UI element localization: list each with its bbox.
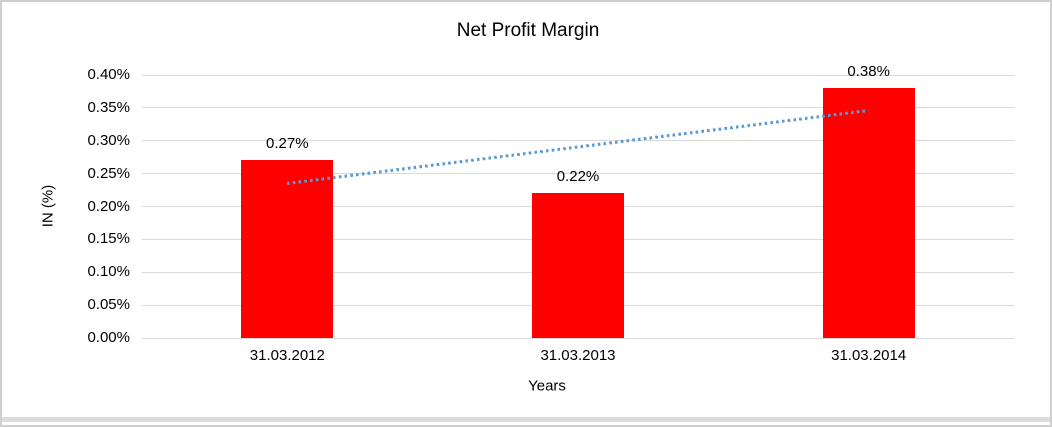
gridline xyxy=(142,74,1014,76)
y-tick-label: 0.20% xyxy=(87,197,130,215)
gridline xyxy=(142,107,1014,109)
y-tick-label: 0.15% xyxy=(87,230,130,248)
y-tick-label: 0.00% xyxy=(87,329,130,346)
bar-data-label: 0.22% xyxy=(556,168,600,186)
y-axis-title: IN (%) xyxy=(39,184,57,228)
x-tick-label: 31.03.2012 xyxy=(249,347,325,364)
x-axis-title: Years xyxy=(528,377,566,395)
bar-data-label: 0.38% xyxy=(847,63,890,81)
chart-title: Net Profit Margin xyxy=(456,20,600,41)
gridline xyxy=(142,337,1014,339)
bar xyxy=(241,160,334,338)
x-tick-label: 31.03.2013 xyxy=(540,347,616,364)
y-tick-label: 0.35% xyxy=(87,98,130,116)
bar-data-label: 0.27% xyxy=(266,135,309,153)
y-tick-label: 0.30% xyxy=(87,131,130,149)
y-tick-label: 0.10% xyxy=(87,263,130,281)
x-tick-label: 31.03.2014 xyxy=(831,347,907,364)
y-tick-label: 0.05% xyxy=(87,296,130,314)
bar xyxy=(532,193,624,338)
y-tick-label: 0.40% xyxy=(87,66,130,83)
frame-bottom-strip xyxy=(2,417,1050,422)
bar xyxy=(822,88,915,338)
gridline xyxy=(142,140,1014,142)
gridline xyxy=(142,173,1014,175)
y-tick-label: 0.25% xyxy=(87,164,130,182)
